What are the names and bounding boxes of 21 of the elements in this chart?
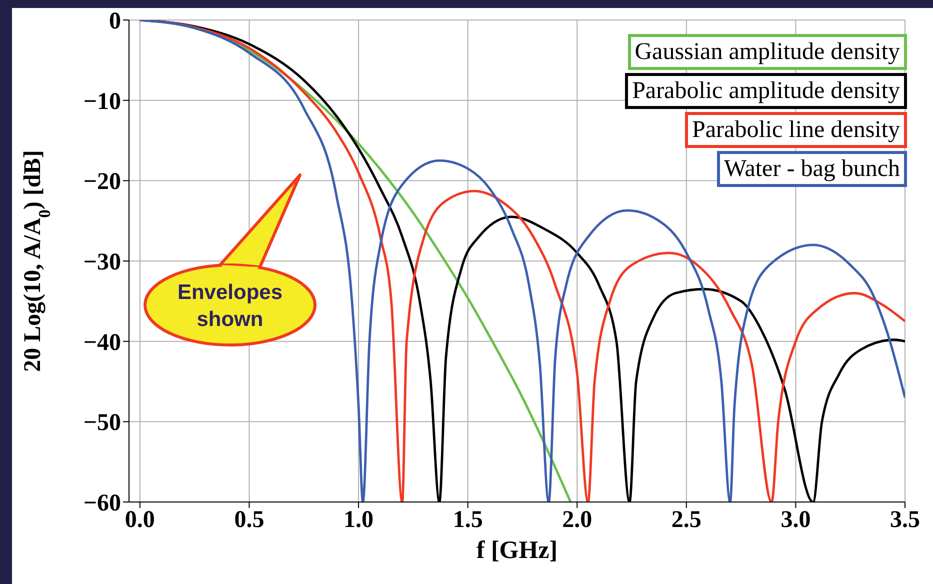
text: Parabolic amplitude density bbox=[625, 73, 907, 109]
x-tick-label: 1.5 bbox=[452, 507, 483, 534]
x-tick-label: 0.0 bbox=[124, 507, 155, 534]
y-tick-label: −50 bbox=[83, 410, 121, 436]
y-tick-label: −30 bbox=[83, 250, 121, 276]
text: Parabolic line density bbox=[685, 112, 907, 148]
text: Water - bag bunch bbox=[717, 151, 907, 187]
y-tick-label: −10 bbox=[83, 88, 121, 115]
text: Gaussian amplitude density bbox=[628, 34, 907, 70]
x-tick-label: 1.0 bbox=[344, 507, 374, 534]
y-tick-label: −40 bbox=[83, 330, 121, 356]
x-tick-label: 3.0 bbox=[780, 507, 811, 534]
y-tick-label: 0 bbox=[109, 8, 121, 35]
x-tick-label: 2.5 bbox=[671, 507, 702, 534]
x-axis-title: f [GHz] bbox=[476, 536, 558, 564]
x-tick-label: 2.0 bbox=[562, 507, 592, 534]
y-tick-label: −20 bbox=[83, 169, 121, 196]
annotation: Envelopes shown bbox=[177, 281, 283, 331]
x-tick-label: 3.5 bbox=[890, 507, 920, 534]
y-tick-label: −60 bbox=[83, 490, 121, 517]
x-tick-label: 0.5 bbox=[234, 507, 264, 534]
